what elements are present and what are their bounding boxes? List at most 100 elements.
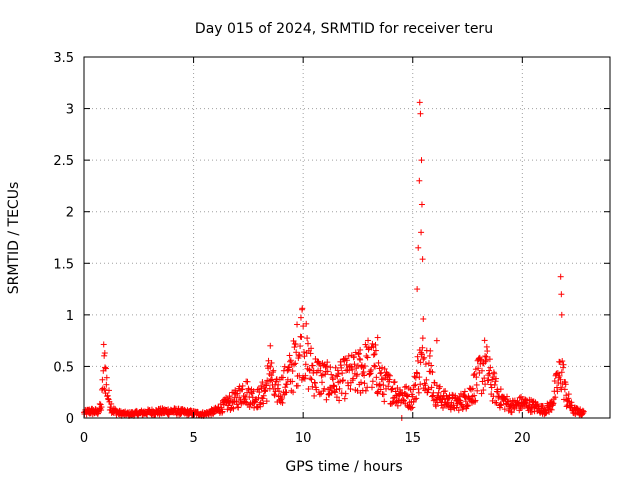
data-point xyxy=(301,353,308,360)
data-point xyxy=(284,367,291,374)
data-point xyxy=(308,376,315,383)
data-point xyxy=(307,375,314,382)
data-point xyxy=(336,397,343,404)
data-point xyxy=(336,385,343,392)
data-point xyxy=(357,356,364,363)
data-point xyxy=(365,337,372,344)
data-point xyxy=(447,406,454,413)
plot-frame xyxy=(83,56,611,419)
data-point xyxy=(318,372,325,379)
data-point xyxy=(333,386,340,393)
data-point xyxy=(562,381,569,388)
data-point xyxy=(102,365,109,372)
data-point xyxy=(419,335,426,342)
x-tick-label: 5 xyxy=(189,431,197,446)
data-point xyxy=(389,385,396,392)
data-point xyxy=(420,356,427,363)
data-point xyxy=(354,362,361,369)
data-point xyxy=(302,361,309,368)
data-point xyxy=(376,365,383,372)
data-point xyxy=(297,314,304,321)
data-point xyxy=(220,401,227,408)
data-point xyxy=(552,394,559,401)
data-point xyxy=(461,393,468,400)
data-point xyxy=(372,363,379,370)
data-point xyxy=(411,382,418,389)
data-point xyxy=(412,374,419,381)
data-point xyxy=(327,364,334,371)
data-point xyxy=(423,376,430,383)
marks-layer xyxy=(81,99,587,421)
data-point xyxy=(493,375,500,382)
data-point xyxy=(557,376,564,383)
data-point xyxy=(442,388,449,395)
y-tick-label: 2.5 xyxy=(53,154,74,169)
data-point xyxy=(386,372,393,379)
data-point xyxy=(372,347,379,354)
data-point xyxy=(563,392,570,399)
data-point xyxy=(428,362,435,369)
data-point xyxy=(473,374,480,381)
data-point xyxy=(296,351,303,358)
data-point xyxy=(555,379,562,386)
data-point xyxy=(256,389,263,396)
data-point xyxy=(354,387,361,394)
data-point xyxy=(226,393,233,400)
data-point xyxy=(491,381,498,388)
data-point xyxy=(101,352,108,359)
data-point xyxy=(244,378,251,385)
data-point xyxy=(494,388,501,395)
data-point xyxy=(558,311,565,318)
data-point xyxy=(347,386,354,393)
data-point xyxy=(369,378,376,385)
data-point xyxy=(348,363,355,370)
data-point xyxy=(342,390,349,397)
data-point xyxy=(413,395,420,402)
data-point xyxy=(417,381,424,388)
data-point xyxy=(372,341,379,348)
data-point xyxy=(224,406,231,413)
data-point xyxy=(304,340,311,347)
data-point xyxy=(265,357,272,364)
x-tick-label: 0 xyxy=(80,431,88,446)
data-point xyxy=(361,372,368,379)
data-point xyxy=(388,386,395,393)
data-point xyxy=(407,405,414,412)
data-point xyxy=(560,361,567,368)
data-point xyxy=(462,398,469,405)
data-point xyxy=(375,359,382,366)
data-point xyxy=(439,404,446,411)
grid-layer xyxy=(84,57,610,418)
data-point xyxy=(412,381,419,388)
data-point xyxy=(436,383,443,390)
data-point xyxy=(287,358,294,365)
data-point xyxy=(297,343,304,350)
data-point xyxy=(303,320,310,327)
data-point xyxy=(478,390,485,397)
data-point xyxy=(419,344,426,351)
data-point xyxy=(309,383,316,390)
data-point xyxy=(259,395,266,402)
data-point xyxy=(381,365,388,372)
data-point xyxy=(355,350,362,357)
data-point xyxy=(419,256,426,263)
data-point xyxy=(421,354,428,361)
data-point xyxy=(565,391,572,398)
data-point xyxy=(438,402,445,409)
data-point xyxy=(490,393,497,400)
data-point xyxy=(483,353,490,360)
data-point xyxy=(489,374,496,381)
data-point xyxy=(460,404,467,411)
data-point xyxy=(271,392,278,399)
data-point xyxy=(557,273,564,280)
data-point xyxy=(338,364,345,371)
data-point xyxy=(478,356,485,363)
data-point xyxy=(497,401,504,408)
data-point xyxy=(316,391,323,398)
data-point xyxy=(471,392,478,399)
x-tick-label: 10 xyxy=(295,431,312,446)
data-point xyxy=(293,349,300,356)
data-point xyxy=(417,359,424,366)
data-point xyxy=(473,381,480,388)
data-point xyxy=(290,389,297,396)
